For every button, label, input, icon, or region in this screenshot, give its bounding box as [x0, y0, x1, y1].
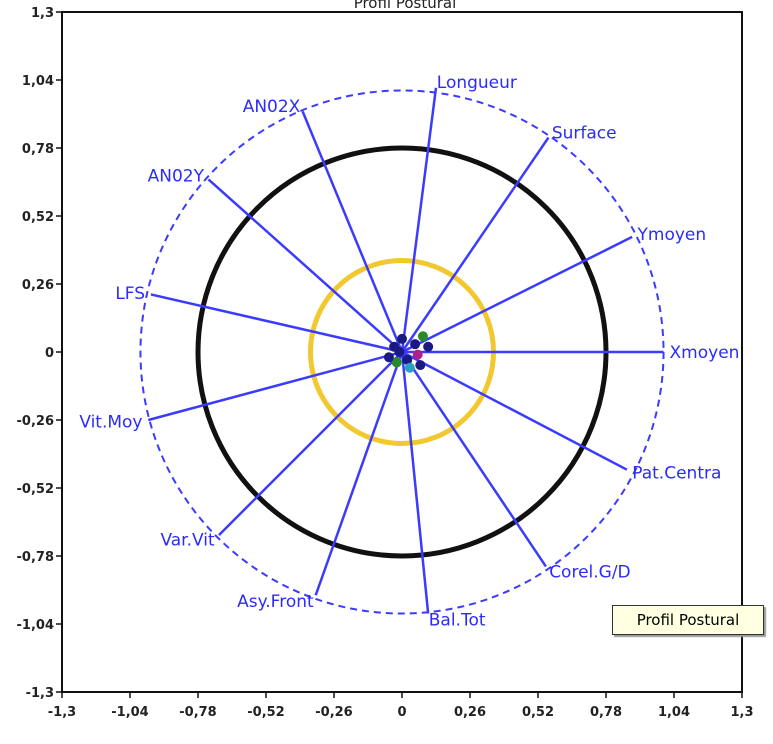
x-tick-label-5: 0 [397, 705, 406, 720]
vector-label-9: Vit.Moy [79, 413, 142, 433]
vector-label-3: Xmoyen [670, 343, 740, 363]
vector-label-4: Pat.Centra [632, 463, 721, 483]
vector-label-10: LFS [115, 284, 145, 304]
vector-line-10 [150, 293, 403, 354]
vector-line-2 [401, 235, 633, 354]
center-point-3 [410, 339, 421, 350]
center-point-8 [423, 341, 434, 352]
x-tick-label-6: 0,26 [454, 705, 486, 720]
center-point-11 [415, 360, 426, 371]
center-point-7 [397, 333, 407, 344]
y-tick-label-8: -0,78 [17, 550, 54, 565]
center-point-5 [417, 331, 428, 342]
center-point-9 [404, 362, 415, 373]
vector-label-1: Surface [552, 124, 617, 144]
y-tick-label-2: 0,78 [22, 142, 54, 157]
center-point-6 [383, 352, 394, 363]
center-point-4 [412, 349, 423, 360]
x-tick-label-3: -0,52 [247, 705, 284, 720]
x-tick-label-9: 1,04 [658, 705, 690, 720]
vector-label-12: AN02X [243, 97, 301, 117]
x-tick-label-8: 0,78 [590, 705, 622, 720]
vector-line-0 [400, 87, 438, 353]
center-point-1 [402, 354, 413, 365]
x-tick-label-0: -1,3 [48, 705, 76, 720]
y-tick-label-3: 0,52 [22, 210, 54, 225]
vector-line-7 [314, 351, 404, 596]
x-tick-label-7: 0,52 [522, 705, 554, 720]
vector-label-11: AN02Y [148, 166, 205, 186]
x-tick-label-4: -0,26 [315, 705, 352, 720]
x-tick-label-1: -1,04 [111, 705, 148, 720]
center-point-10 [394, 347, 405, 357]
vector-label-5: Corel.G/D [549, 562, 630, 582]
vector-line-12 [301, 110, 404, 353]
vector-line-1 [400, 136, 550, 353]
y-tick-label-6: -0,26 [17, 414, 54, 429]
y-tick-label-7: -0,52 [17, 482, 54, 497]
center-point-2 [391, 357, 402, 368]
vector-label-7: Asy.Front [237, 592, 314, 612]
y-tick-label-9: -1,04 [17, 618, 54, 633]
vector-line-6 [400, 351, 430, 614]
vector-line-5 [400, 351, 547, 568]
y-tick-label-4: 0,26 [22, 278, 54, 293]
vector-label-2: Ymoyen [637, 225, 707, 245]
vector-label-8: Var.Vit [160, 530, 215, 550]
vector-label-0: Longueur [437, 73, 517, 93]
chart-title: Profil Postural [354, 0, 457, 12]
vector-line-8 [218, 351, 403, 536]
y-tick-label-0: 1,3 [31, 6, 54, 21]
y-tick-label-1: 1,04 [22, 74, 54, 89]
vector-line-11 [207, 178, 403, 353]
tooltip: Profil Postural [612, 605, 764, 635]
x-tick-label-2: -0,78 [179, 705, 216, 720]
y-tick-label-10: -1,3 [26, 686, 54, 701]
vector-label-6: Bal.Tot [429, 611, 486, 631]
vector-line-4 [401, 350, 628, 471]
vector-line-9 [147, 350, 403, 422]
x-tick-label-10: 1,3 [730, 705, 753, 720]
y-tick-label-5: 0 [45, 346, 54, 361]
